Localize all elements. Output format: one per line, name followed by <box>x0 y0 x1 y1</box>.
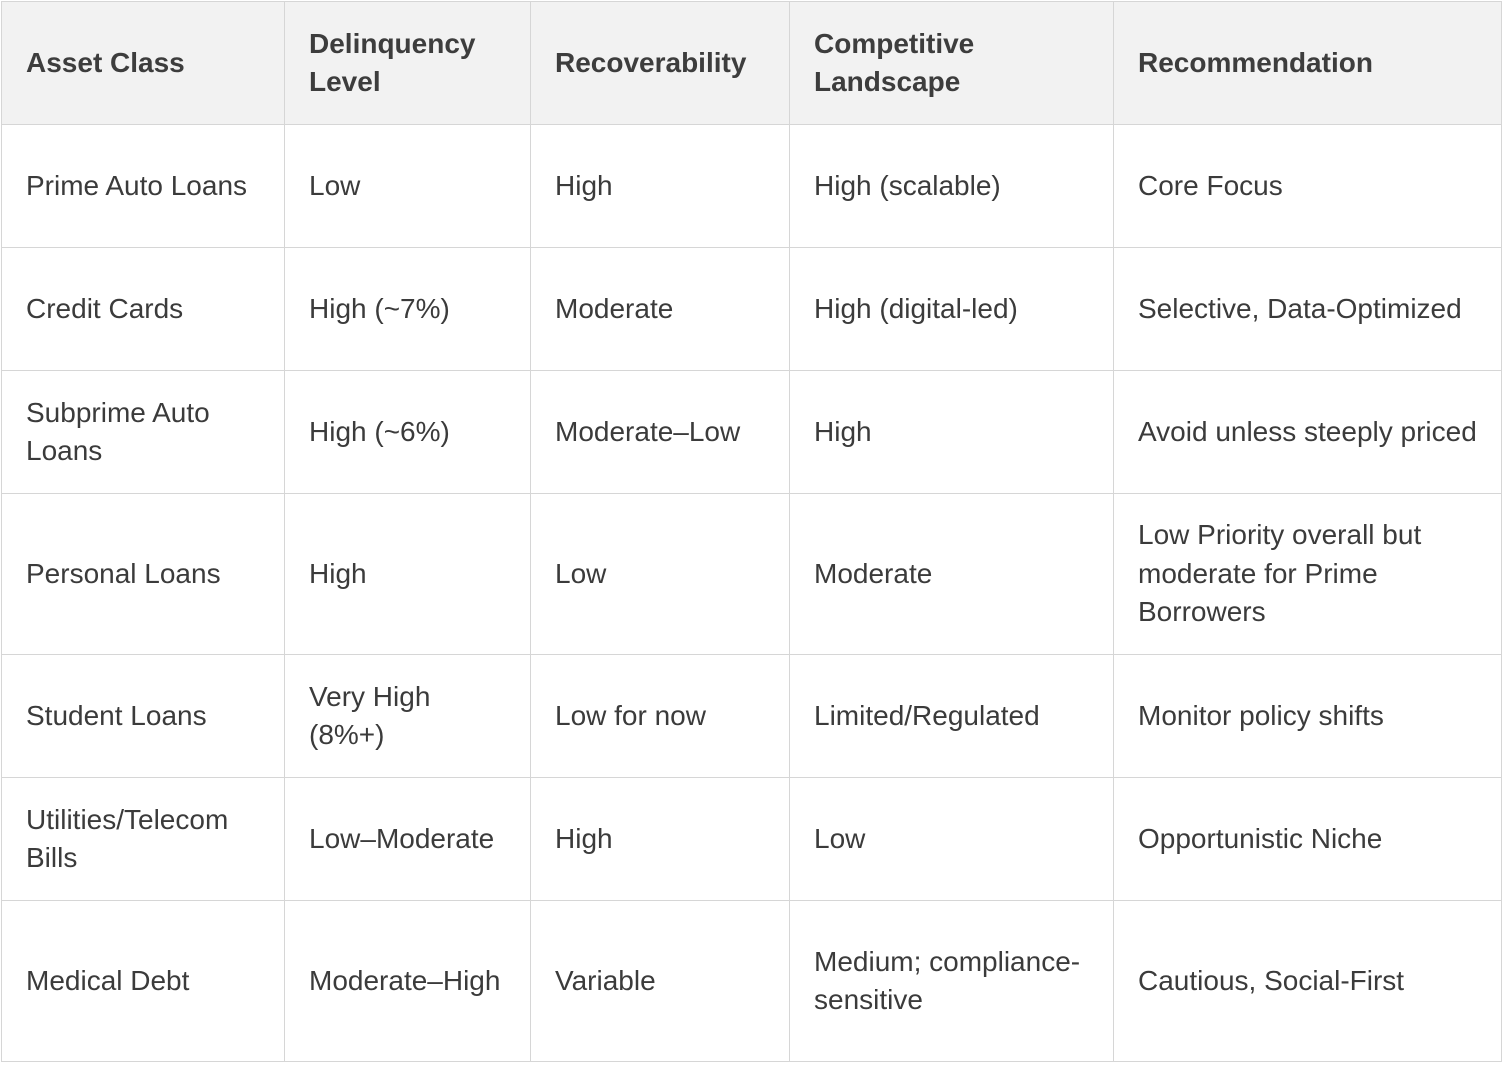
cell-competitive-landscape: Low <box>789 777 1114 901</box>
table-row: Credit Cards High (~7%) Moderate High (d… <box>1 247 1502 371</box>
cell-competitive-landscape: Moderate <box>789 493 1114 655</box>
cell-competitive-landscape: High <box>789 370 1114 494</box>
cell-delinquency-level: High (~6%) <box>284 370 531 494</box>
cell-recommendation: Opportunistic Niche <box>1113 777 1502 901</box>
header-recommendation: Recommendation <box>1113 1 1502 125</box>
cell-asset-class: Personal Loans <box>1 493 285 655</box>
cell-recoverability: Variable <box>530 900 790 1062</box>
header-delinquency-level: Delinquency Level <box>284 1 531 125</box>
header-competitive-landscape: Competitive Landscape <box>789 1 1114 125</box>
cell-asset-class: Prime Auto Loans <box>1 124 285 248</box>
table-row: Medical Debt Moderate–High Variable Medi… <box>1 900 1502 1062</box>
cell-recoverability: Low for now <box>530 654 790 778</box>
cell-delinquency-level: High (~7%) <box>284 247 531 371</box>
table-row: Prime Auto Loans Low High High (scalable… <box>1 124 1502 248</box>
cell-recommendation: Cautious, Social-First <box>1113 900 1502 1062</box>
table-row: Personal Loans High Low Moderate Low Pri… <box>1 493 1502 655</box>
table-header-row: Asset Class Delinquency Level Recoverabi… <box>1 1 1502 125</box>
cell-competitive-landscape: High (scalable) <box>789 124 1114 248</box>
cell-delinquency-level: High <box>284 493 531 655</box>
cell-recoverability: Low <box>530 493 790 655</box>
cell-competitive-landscape: Limited/Regulated <box>789 654 1114 778</box>
table-row: Utilities/Telecom Bills Low–Moderate Hig… <box>1 777 1502 901</box>
cell-asset-class: Student Loans <box>1 654 285 778</box>
cell-recoverability: High <box>530 124 790 248</box>
header-recoverability: Recoverability <box>530 1 790 125</box>
cell-asset-class: Utilities/Telecom Bills <box>1 777 285 901</box>
cell-recommendation: Avoid unless steeply priced <box>1113 370 1502 494</box>
cell-recoverability: High <box>530 777 790 901</box>
cell-recommendation: Monitor policy shifts <box>1113 654 1502 778</box>
cell-competitive-landscape: Medium; compliance-sensitive <box>789 900 1114 1062</box>
table-row: Subprime Auto Loans High (~6%) Moderate–… <box>1 370 1502 494</box>
cell-asset-class: Medical Debt <box>1 900 285 1062</box>
cell-recoverability: Moderate <box>530 247 790 371</box>
cell-recommendation: Low Priority overall but moderate for Pr… <box>1113 493 1502 655</box>
header-asset-class: Asset Class <box>1 1 285 125</box>
table-row: Student Loans Very High (8%+) Low for no… <box>1 654 1502 778</box>
cell-recommendation: Core Focus <box>1113 124 1502 248</box>
cell-delinquency-level: Very High (8%+) <box>284 654 531 778</box>
cell-asset-class: Subprime Auto Loans <box>1 370 285 494</box>
cell-asset-class: Credit Cards <box>1 247 285 371</box>
cell-delinquency-level: Low–Moderate <box>284 777 531 901</box>
cell-recommendation: Selective, Data-Optimized <box>1113 247 1502 371</box>
cell-delinquency-level: Low <box>284 124 531 248</box>
cell-delinquency-level: Moderate–High <box>284 900 531 1062</box>
cell-recoverability: Moderate–Low <box>530 370 790 494</box>
cell-competitive-landscape: High (digital-led) <box>789 247 1114 371</box>
